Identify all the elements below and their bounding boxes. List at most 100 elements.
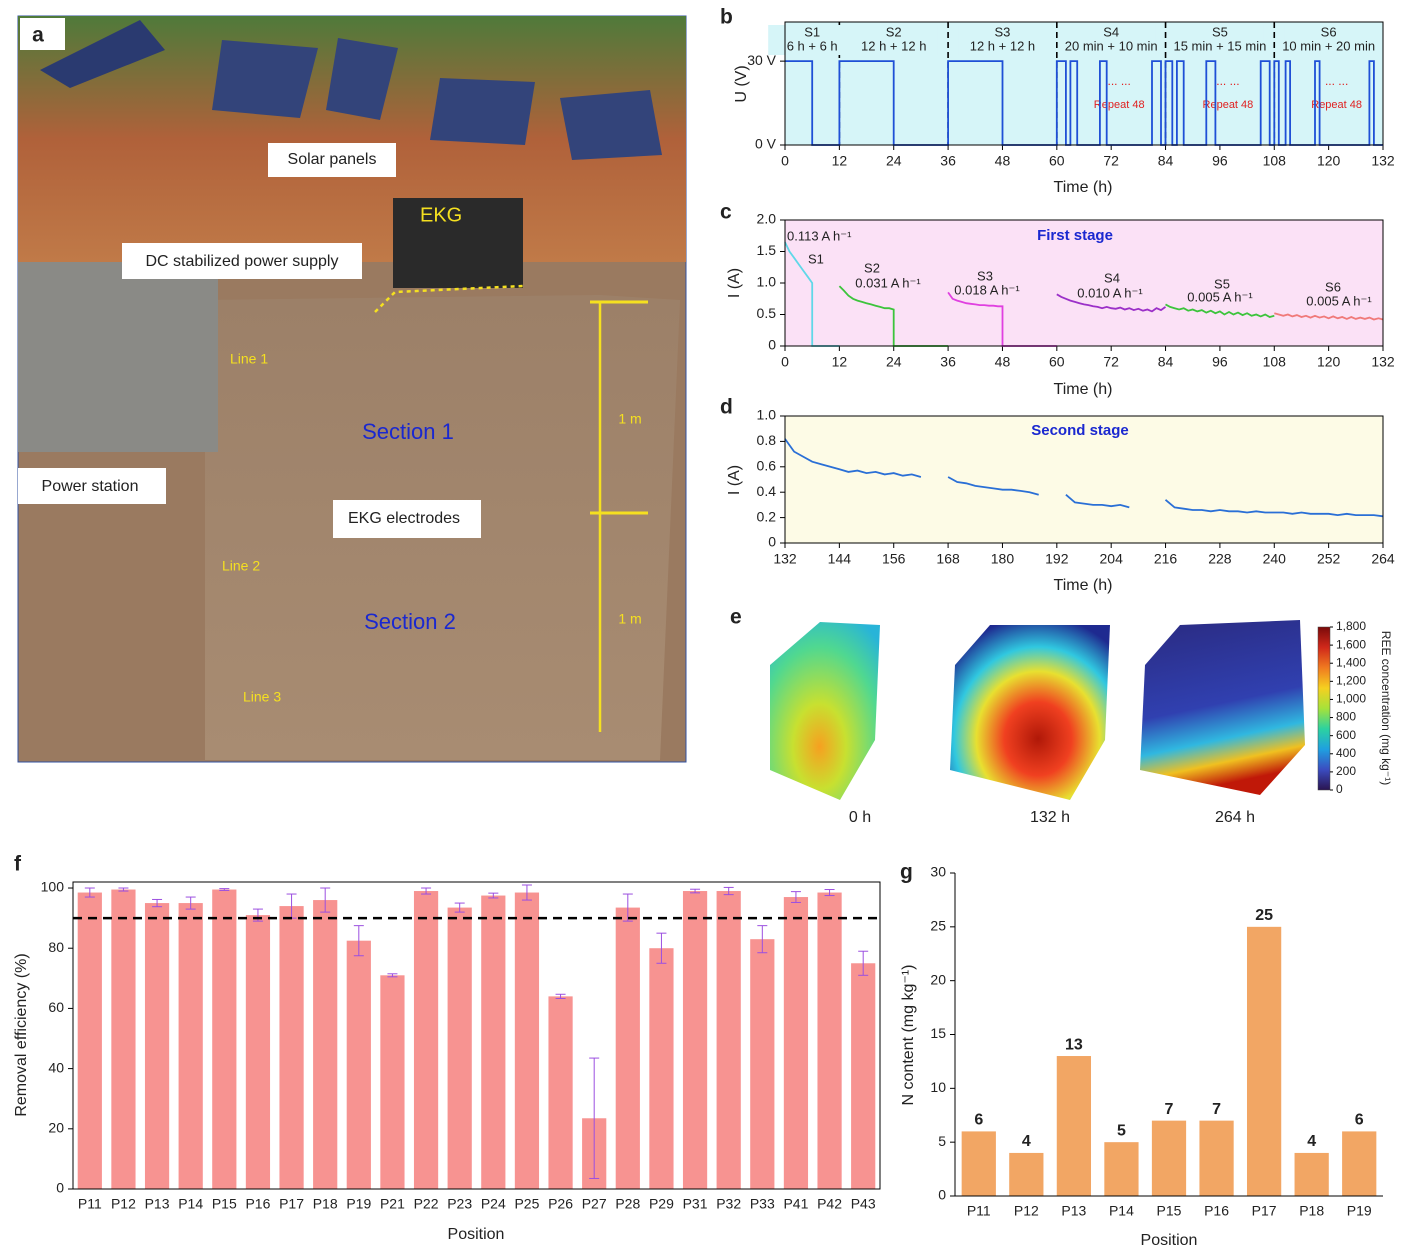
x-tick-label: 48: [995, 354, 1011, 370]
photo-label: 1 m: [618, 611, 641, 627]
segment-name: S1: [804, 24, 820, 39]
bar: [212, 890, 236, 1189]
y-tick-label: 0: [56, 1180, 64, 1196]
y-tick-label: 0.8: [757, 432, 777, 448]
y-tick-label: 0: [938, 1187, 946, 1203]
render-label: 264 h: [1215, 809, 1255, 826]
x-axis-label: Position: [1141, 1232, 1198, 1249]
segment-duration: 10 min + 20 min: [1282, 38, 1375, 53]
annotation: 0.005 A h⁻¹: [1187, 289, 1253, 304]
y-axis-label: I (A): [726, 268, 743, 298]
repeat-dots: ... ...: [1108, 74, 1131, 88]
y-tick-label: 15: [930, 1025, 946, 1041]
x-tick-label: 156: [882, 551, 906, 567]
x-tick-label: 96: [1212, 354, 1228, 370]
x-axis-label: Time (h): [1054, 381, 1113, 398]
bar: [179, 903, 203, 1189]
segment-name: S6: [1321, 24, 1337, 39]
x-tick-label: P14: [1109, 1203, 1134, 1219]
x-tick-label: P28: [615, 1196, 640, 1212]
x-tick-label: P13: [145, 1196, 170, 1212]
y-axis-label: Removal efficiency (%): [13, 953, 30, 1116]
bar: [246, 915, 270, 1189]
segment-duration: 12 h + 12 h: [970, 38, 1035, 53]
bar: [750, 939, 774, 1189]
x-tick-label: 264: [1371, 551, 1395, 567]
bar: [1295, 1153, 1329, 1196]
x-tick-label: 108: [1263, 153, 1287, 169]
panel-label: f: [14, 853, 22, 876]
panel-label: g: [900, 861, 913, 884]
y-tick-label: 1.0: [757, 407, 777, 423]
x-tick-label: P29: [649, 1196, 674, 1212]
colorbar-tick-label: 0: [1336, 782, 1343, 796]
segment-name: S3: [995, 24, 1011, 39]
annotation: 0.018 A h⁻¹: [954, 282, 1020, 297]
photo-label: Line 2: [222, 558, 260, 574]
bar: [78, 893, 102, 1189]
x-tick-label: P11: [78, 1196, 102, 1212]
solar-panel: [430, 78, 535, 145]
x-tick-label: P14: [178, 1196, 203, 1212]
y-tick-label: 2.0: [757, 211, 777, 227]
bar: [784, 897, 808, 1189]
photo-label: 1 m: [618, 411, 641, 427]
x-tick-label: P41: [783, 1196, 808, 1212]
x-tick-label: P17: [279, 1196, 304, 1212]
colorbar-tick-label: 800: [1336, 710, 1356, 724]
bar: [962, 1131, 996, 1196]
x-tick-label: P25: [514, 1196, 539, 1212]
segment-duration: 15 min + 15 min: [1173, 38, 1266, 53]
y-tick-label: 60: [48, 999, 64, 1015]
y-tick-label: 1.5: [757, 242, 777, 258]
y-tick-label: 0 V: [755, 136, 777, 152]
data-label: 7: [1212, 1101, 1221, 1118]
x-tick-label: 84: [1158, 153, 1174, 169]
x-tick-label: P43: [851, 1196, 876, 1212]
y-tick-label: 20: [930, 971, 946, 987]
x-tick-label: P13: [1061, 1203, 1086, 1219]
panel-label: c: [720, 201, 732, 224]
x-tick-label: 132: [773, 551, 797, 567]
x-tick-label: 72: [1103, 354, 1119, 370]
x-tick-label: P19: [1347, 1203, 1372, 1219]
x-tick-label: 24: [886, 354, 902, 370]
segment-name: S2: [886, 24, 902, 39]
data-label: 6: [1355, 1112, 1364, 1129]
colorbar-tick-label: 1,400: [1336, 655, 1366, 669]
colorbar-tick-label: 600: [1336, 728, 1356, 742]
photo-inset: [18, 262, 218, 452]
bar: [717, 891, 741, 1189]
x-tick-label: P23: [447, 1196, 472, 1212]
repeat-note: Repeat 48: [1094, 99, 1145, 111]
segment-name: S4: [1103, 24, 1119, 39]
data-label: 4: [1307, 1133, 1316, 1150]
y-axis-label: N content (mg kg⁻¹): [900, 965, 917, 1106]
x-tick-label: 120: [1317, 354, 1341, 370]
photo-label: Section 2: [364, 609, 456, 634]
x-axis-label: Time (h): [1054, 577, 1113, 594]
colorbar: [1318, 627, 1330, 790]
x-tick-label: 48: [995, 153, 1011, 169]
bar: [649, 948, 673, 1189]
data-label: 13: [1065, 1036, 1083, 1053]
annotation: S1: [808, 251, 824, 266]
bar: [380, 975, 404, 1189]
y-tick-label: 0.4: [757, 483, 777, 499]
bar: [817, 893, 841, 1189]
colorbar-tick-label: 400: [1336, 746, 1356, 760]
bar: [1152, 1121, 1186, 1196]
x-tick-label: P26: [548, 1196, 573, 1212]
colorbar-tick-label: 1,000: [1336, 692, 1366, 706]
x-tick-label: 96: [1212, 153, 1228, 169]
x-tick-label: 60: [1049, 153, 1065, 169]
x-tick-label: P24: [481, 1196, 506, 1212]
x-tick-label: P16: [245, 1196, 270, 1212]
chart-title: First stage: [1037, 227, 1113, 244]
solar-panel: [212, 40, 318, 118]
panel-label: d: [720, 396, 733, 419]
y-tick-label: 80: [48, 939, 64, 955]
y-tick-label: 0.6: [757, 458, 777, 474]
bar: [414, 891, 438, 1189]
y-tick-label: 100: [41, 879, 65, 895]
